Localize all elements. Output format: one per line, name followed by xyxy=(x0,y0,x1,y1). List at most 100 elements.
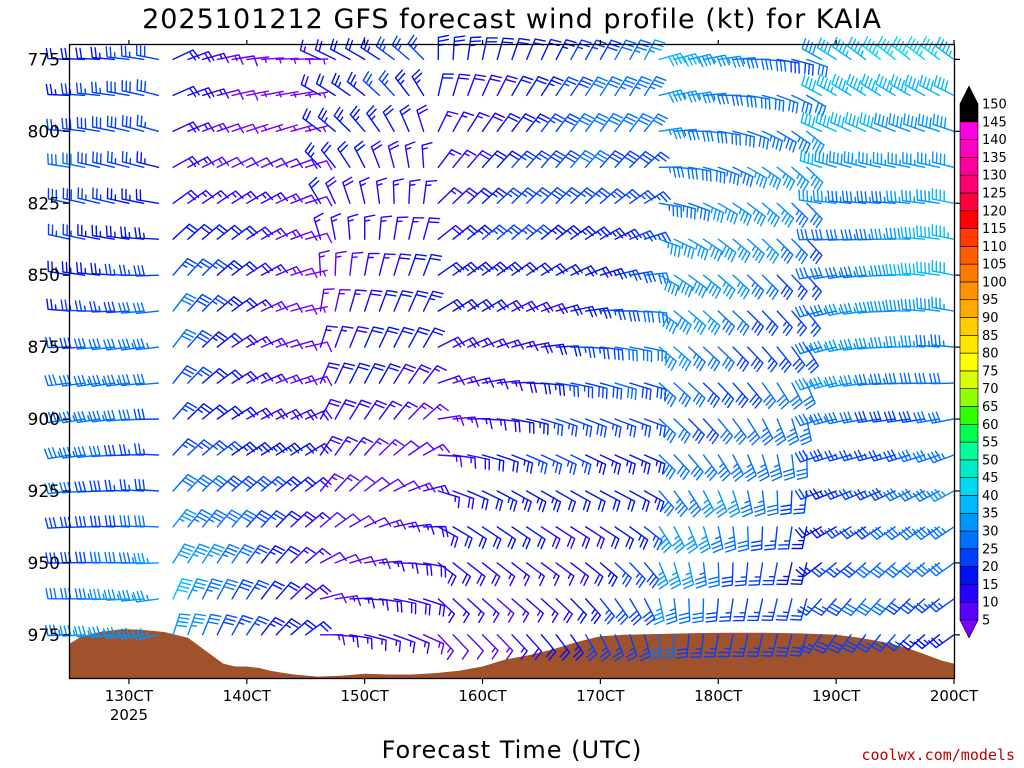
wind-barb xyxy=(45,83,71,97)
wind-barb xyxy=(928,562,955,577)
colorbar-label: 50 xyxy=(982,453,999,468)
wind-barb xyxy=(816,37,837,61)
wind-barb xyxy=(337,141,351,168)
wind-barb xyxy=(511,634,528,660)
wind-barb xyxy=(643,151,670,168)
wind-barb xyxy=(868,450,896,462)
wind-barb xyxy=(855,562,881,579)
wind-barb xyxy=(585,266,613,278)
wind-barb xyxy=(916,261,940,276)
wind-barb xyxy=(187,613,207,636)
wind-barb xyxy=(791,94,813,116)
wind-barb xyxy=(103,338,130,351)
wind-barb xyxy=(688,274,708,299)
wind-barb xyxy=(747,94,771,110)
wind-barb xyxy=(347,213,359,240)
wind-barb xyxy=(773,418,787,446)
wind-barb xyxy=(540,454,563,475)
wind-barb xyxy=(629,346,653,363)
x-tick-label: 140CT xyxy=(223,687,272,705)
wind-barb xyxy=(319,551,347,564)
wind-barb xyxy=(172,328,197,348)
wind-barb xyxy=(342,176,354,204)
wind-barb xyxy=(47,260,71,276)
wind-barb xyxy=(705,598,719,623)
wind-barb xyxy=(570,225,597,240)
wind-barb xyxy=(216,296,243,312)
wind-barb xyxy=(776,382,790,410)
wind-barb xyxy=(570,346,596,358)
wind-barb xyxy=(187,578,208,600)
wind-barb xyxy=(599,382,623,400)
wind-barb xyxy=(649,634,661,660)
wind-barb xyxy=(793,490,808,515)
wind-barb xyxy=(58,446,86,459)
x-tick-label: 130CT xyxy=(105,687,154,705)
wind-barb xyxy=(121,188,145,204)
wind-barb xyxy=(744,454,757,482)
wind-barb xyxy=(46,118,71,132)
wind-barb xyxy=(719,598,734,622)
wind-barb xyxy=(44,447,71,460)
wind-barb xyxy=(134,478,160,492)
colorbar-label: 95 xyxy=(982,293,999,308)
wind-barb xyxy=(370,140,383,168)
wind-barb xyxy=(496,454,519,473)
wind-barb xyxy=(935,36,955,61)
wind-barb xyxy=(437,526,459,548)
wind-barb xyxy=(643,562,660,589)
wind-barb xyxy=(393,326,415,348)
colorbar-box xyxy=(959,370,979,389)
wind-barb xyxy=(393,290,414,312)
wind-barb xyxy=(44,374,71,387)
wind-barb xyxy=(776,274,794,300)
wind-barb xyxy=(216,543,240,564)
wind-barb xyxy=(555,526,576,549)
wind-barb xyxy=(730,454,744,482)
wind-barb xyxy=(747,274,765,300)
wind-barb xyxy=(201,294,228,312)
wind-barb xyxy=(172,613,191,636)
wind-barb xyxy=(408,634,430,654)
wind-barb xyxy=(555,418,578,437)
wind-barb xyxy=(853,489,881,501)
wind-barb xyxy=(883,410,911,423)
wind-barb xyxy=(452,149,477,168)
wind-barb xyxy=(885,299,911,312)
wind-barb xyxy=(349,105,366,132)
wind-barb xyxy=(801,74,823,97)
wind-barb xyxy=(540,598,559,624)
colorbar-box xyxy=(959,352,979,372)
wind-barb xyxy=(688,418,705,444)
colorbar-box xyxy=(959,406,979,425)
colorbar-box xyxy=(959,246,979,265)
wind-barb xyxy=(201,224,228,240)
wind-barb xyxy=(511,454,534,474)
wind-barb xyxy=(481,634,499,660)
wind-barb xyxy=(570,305,598,318)
wind-barb xyxy=(843,151,867,168)
wind-barb xyxy=(809,449,837,462)
colorbar-label: 70 xyxy=(982,382,999,397)
wind-barb xyxy=(216,89,244,100)
wind-barb xyxy=(802,382,816,410)
wind-barb xyxy=(761,130,783,152)
wind-barb xyxy=(60,83,86,97)
wind-barb xyxy=(767,490,779,516)
wind-barb xyxy=(334,436,358,456)
wind-barb xyxy=(422,634,445,655)
wind-barb xyxy=(717,454,731,482)
wind-barb xyxy=(437,562,457,587)
wind-barb xyxy=(408,523,435,535)
wind-barb xyxy=(496,562,516,587)
wind-barb xyxy=(740,490,753,518)
wind-barb xyxy=(408,441,435,456)
wind-barb xyxy=(928,634,955,649)
wind-barb xyxy=(231,579,254,600)
wind-barb xyxy=(73,374,101,387)
wind-barb xyxy=(364,326,385,348)
wind-barb xyxy=(62,223,86,240)
wind-barb xyxy=(839,338,867,351)
wind-barb xyxy=(117,338,145,351)
wind-barb xyxy=(806,238,823,265)
